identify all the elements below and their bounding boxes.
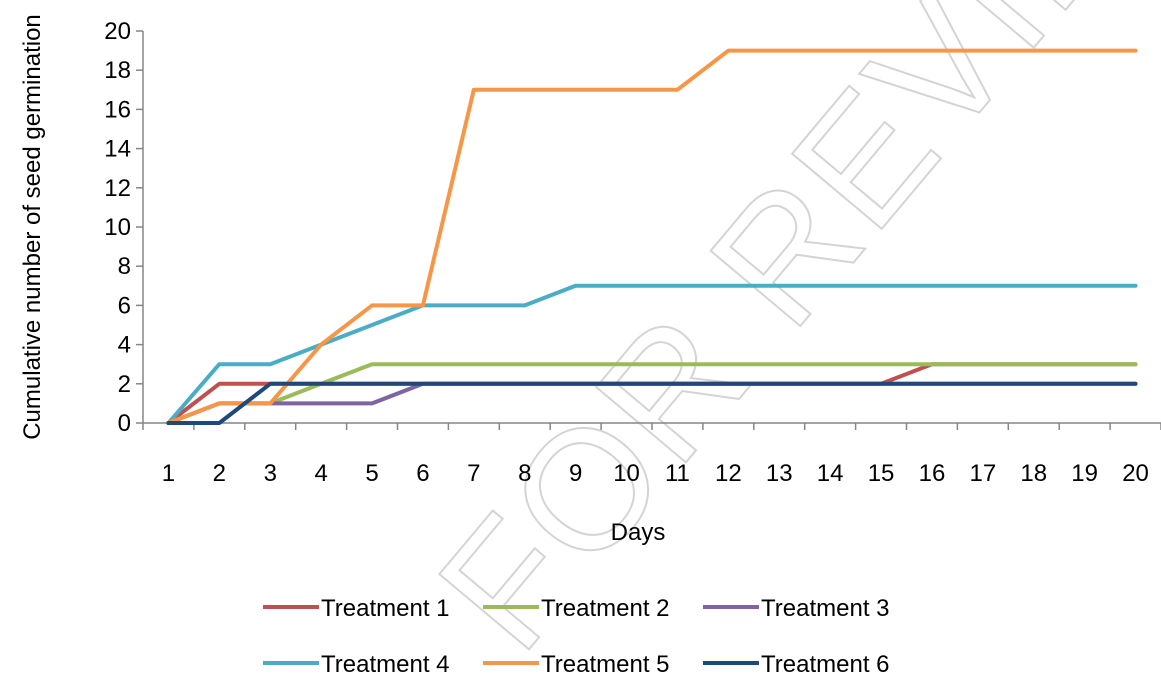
legend-item-treatment-5: Treatment 5 [483,651,670,678]
legend: Treatment 1 Treatment 2 Treatment 3 Treatme… [263,595,890,678]
legend-label: Treatment 6 [761,651,890,678]
x-tick-label: 14 [817,460,844,487]
watermark-text: FOR REVIEW [403,0,1161,679]
x-tick-label: 12 [715,460,742,487]
x-tick-label: 7 [467,460,480,487]
legend-item-treatment-4: Treatment 4 [263,651,450,678]
x-tick-label: 17 [969,460,996,487]
series-line-treatment-5 [166,48,1138,425]
legend-label: Treatment 4 [321,651,450,678]
y-tick-label: 16 [104,96,131,123]
x-tick-label: 6 [416,460,429,487]
x-tick-label: 10 [613,460,640,487]
series-line-treatment-2 [166,362,1138,425]
y-tick-label: 12 [104,175,131,202]
series-lines [166,48,1138,425]
legend-label: Treatment 3 [761,595,890,622]
y-tick-label: 20 [104,18,131,45]
x-tick-label: 15 [868,460,895,487]
x-tick-label: 2 [213,460,226,487]
x-tick-label: 4 [314,460,327,487]
y-axis-title: Cumulative number of seed germination [19,14,46,440]
x-tick-label: 16 [919,460,946,487]
y-tick-label: 0 [118,410,131,437]
x-tick-label: 19 [1071,460,1098,487]
x-tick-label: 3 [264,460,277,487]
review-watermark: FOR REVIEW [402,0,1161,679]
legend-item-treatment-6: Treatment 6 [703,651,890,678]
x-tick-label: 11 [665,460,690,487]
x-tick-label: 5 [365,460,378,487]
legend-label: Treatment 5 [541,651,670,678]
y-tick-label: 14 [104,136,131,163]
legend-label: Treatment 2 [541,595,670,622]
x-tick-label: 13 [766,460,793,487]
x-tick-label: 20 [1122,460,1149,487]
x-tick-label: 1 [162,460,175,487]
x-axis-title: Days [611,519,666,546]
y-tick-label: 2 [118,371,131,398]
y-tick-label: 8 [118,253,131,280]
x-tick-label: 8 [518,460,531,487]
y-tick-label: 10 [104,214,131,241]
x-tick-label: 9 [569,460,582,487]
series-line-treatment-4 [166,283,1138,425]
legend-item-treatment-2: Treatment 2 [483,595,670,622]
series-line-treatment-6 [166,381,1138,425]
legend-label: Treatment 1 [321,595,450,622]
y-tick-label: 6 [118,292,131,319]
y-tick-label: 18 [104,57,131,84]
legend-item-treatment-3: Treatment 3 [703,595,890,622]
x-tick-label: 18 [1020,460,1047,487]
legend-item-treatment-1: Treatment 1 [263,595,450,622]
y-tick-label: 4 [118,332,131,359]
